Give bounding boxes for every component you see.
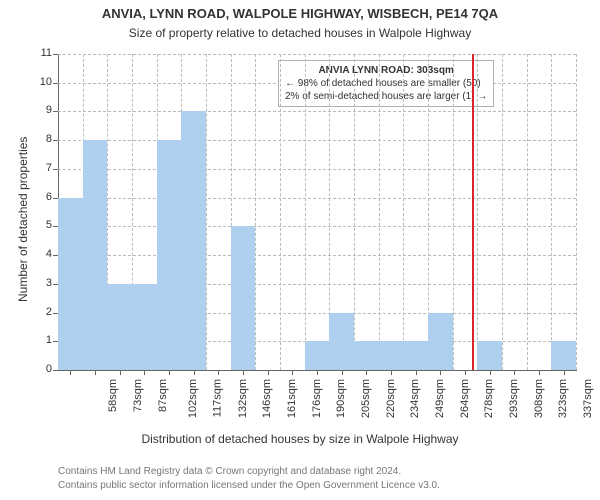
y-tick-label: 11 — [30, 47, 52, 59]
bar — [305, 341, 330, 370]
x-tick-label: 234sqm — [409, 379, 421, 418]
y-tick-label: 2 — [30, 306, 52, 318]
bar — [403, 341, 428, 370]
bar — [181, 111, 206, 370]
y-tick-label: 7 — [30, 162, 52, 174]
footer-line1: Contains HM Land Registry data © Crown c… — [58, 466, 401, 477]
bar — [428, 313, 453, 370]
x-tick-label: 190sqm — [335, 379, 347, 418]
bar — [354, 341, 379, 370]
y-tick-label: 1 — [30, 334, 52, 346]
x-tick-label: 249sqm — [434, 379, 446, 418]
x-tick-label: 146sqm — [261, 379, 273, 418]
x-tick-label: 161sqm — [286, 379, 298, 418]
y-tick-label: 6 — [30, 191, 52, 203]
y-tick-label: 5 — [30, 219, 52, 231]
y-tick-label: 10 — [30, 76, 52, 88]
y-tick-label: 3 — [30, 277, 52, 289]
chart-title: ANVIA, LYNN ROAD, WALPOLE HIGHWAY, WISBE… — [0, 6, 600, 21]
x-tick-label: 220sqm — [385, 379, 397, 418]
bar — [107, 284, 132, 370]
x-tick-label: 117sqm — [211, 379, 223, 417]
footer-line2: Contains public sector information licen… — [58, 480, 440, 491]
x-tick-label: 278sqm — [483, 379, 495, 418]
x-tick-label: 205sqm — [360, 379, 372, 418]
x-tick-label: 132sqm — [237, 379, 249, 418]
bar — [477, 341, 502, 370]
x-tick-label: 337sqm — [582, 379, 594, 418]
bar — [83, 140, 108, 370]
y-tick-label: 4 — [30, 248, 52, 260]
marker-line — [472, 54, 474, 370]
bar — [379, 341, 404, 370]
chart-subtitle: Size of property relative to detached ho… — [0, 26, 600, 40]
x-tick-label: 176sqm — [311, 379, 323, 418]
x-tick-label: 87sqm — [157, 379, 169, 412]
bar — [132, 284, 157, 370]
x-axis-label: Distribution of detached houses by size … — [0, 432, 600, 446]
x-tick-label: 308sqm — [533, 379, 545, 418]
y-tick-label: 9 — [30, 104, 52, 116]
x-tick-label: 264sqm — [459, 379, 471, 418]
bar — [58, 198, 83, 370]
annotation-box: ANVIA LYNN ROAD: 303sqm ← 98% of detache… — [278, 60, 494, 107]
x-tick-label: 58sqm — [107, 379, 119, 412]
annotation-title: ANVIA LYNN ROAD: 303sqm — [285, 64, 487, 77]
bar — [329, 313, 354, 370]
y-tick-label: 0 — [30, 363, 52, 375]
x-tick-label: 102sqm — [187, 379, 199, 418]
x-tick-label: 323sqm — [557, 379, 569, 418]
bar — [157, 140, 182, 370]
y-axis-label: Number of detached properties — [16, 137, 30, 302]
annotation-line1: ← 98% of detached houses are smaller (50… — [285, 77, 487, 90]
x-tick-label: 73sqm — [132, 379, 144, 412]
annotation-line2: 2% of semi-detached houses are larger (1… — [285, 90, 487, 103]
y-tick-label: 8 — [30, 133, 52, 145]
bar — [231, 226, 256, 370]
bar — [551, 341, 576, 370]
x-tick-label: 293sqm — [508, 379, 520, 418]
